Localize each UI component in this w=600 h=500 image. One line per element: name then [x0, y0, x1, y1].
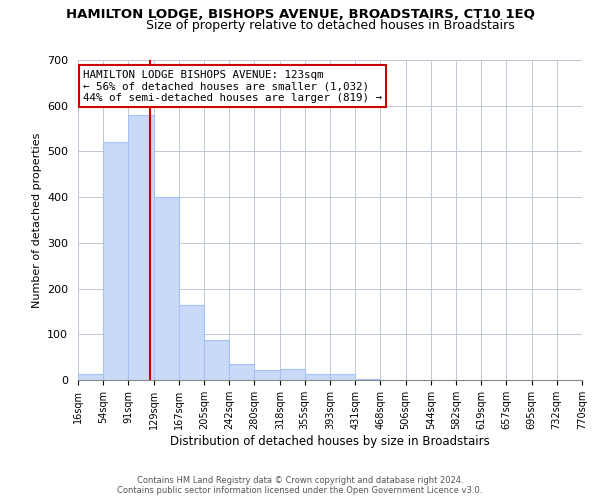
Bar — [179, 306, 205, 380]
Title: Size of property relative to detached houses in Broadstairs: Size of property relative to detached ho… — [146, 20, 514, 32]
Bar — [103, 142, 128, 380]
Bar — [229, 364, 254, 380]
Text: HAMILTON LODGE, BISHOPS AVENUE, BROADSTAIRS, CT10 1EQ: HAMILTON LODGE, BISHOPS AVENUE, BROADSTA… — [65, 8, 535, 20]
Text: HAMILTON LODGE BISHOPS AVENUE: 123sqm
← 56% of detached houses are smaller (1,03: HAMILTON LODGE BISHOPS AVENUE: 123sqm ← … — [83, 70, 382, 103]
Bar — [154, 197, 179, 380]
Y-axis label: Number of detached properties: Number of detached properties — [32, 132, 41, 308]
Bar — [128, 115, 154, 380]
Bar — [330, 374, 355, 380]
Bar — [254, 370, 280, 380]
Text: Contains HM Land Registry data © Crown copyright and database right 2024.
Contai: Contains HM Land Registry data © Crown c… — [118, 476, 482, 495]
X-axis label: Distribution of detached houses by size in Broadstairs: Distribution of detached houses by size … — [170, 434, 490, 448]
Bar — [78, 374, 103, 380]
Bar — [355, 378, 380, 380]
Bar — [280, 369, 305, 380]
Bar — [205, 340, 229, 380]
Bar — [305, 374, 330, 380]
